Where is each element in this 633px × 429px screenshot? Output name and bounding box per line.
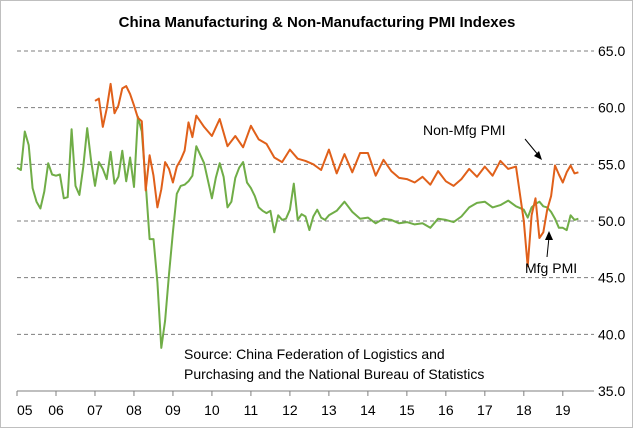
x-tick-label: 19 [555,402,571,418]
mfg-label: Mfg PMI [525,260,577,276]
y-tick-label: 40.0 [598,326,625,342]
chart-title: China Manufacturing & Non-Manufacturing … [119,14,516,31]
x-axis-ticks: 05 06 07 08 09 10 11 12 13 14 15 16 17 18 19 [16,391,571,418]
x-tick-label: 14 [360,402,376,418]
source-line-2: Purchasing and the National Bureau of St… [184,366,484,382]
x-tick-label: 10 [204,402,220,418]
x-tick-label: 05 [17,402,33,418]
x-tick-label: 17 [477,402,493,418]
x-tick-label: 08 [126,402,142,418]
series-lines [16,82,579,349]
mfg-arrowhead [545,231,553,240]
annotations: Non-Mfg PMI Mfg PMI [423,122,577,276]
x-tick-label: 15 [399,402,415,418]
mfg-arrow [546,236,550,258]
mfg-series-line [16,115,579,349]
x-tick-label: 13 [321,402,337,418]
y-tick-label: 35.0 [598,383,625,399]
x-tick-label: 06 [48,402,64,418]
y-tick-label: 50.0 [598,213,625,229]
y-tick-label: 60.0 [598,100,625,116]
grid-lines [17,50,594,392]
non-mfg-label: Non-Mfg PMI [423,122,505,138]
x-tick-label: 09 [165,402,181,418]
y-tick-label: 55.0 [598,156,625,172]
y-tick-label: 65.0 [598,43,625,59]
x-tick-label: 18 [516,402,532,418]
x-tick-label: 16 [438,402,454,418]
non-mfg-arrowhead [534,151,542,160]
y-axis-ticks: 35.0 40.0 45.0 50.0 55.0 60.0 65.0 [598,43,625,399]
x-tick-label: 07 [87,402,103,418]
non-mfg-arrow [524,138,540,157]
x-tick-label: 11 [244,402,259,418]
x-tick-label: 12 [282,402,298,418]
non-mfg-series-line [94,82,579,268]
source-line-1: Source: China Federation of Logistics an… [184,346,445,362]
y-tick-label: 45.0 [598,270,625,286]
